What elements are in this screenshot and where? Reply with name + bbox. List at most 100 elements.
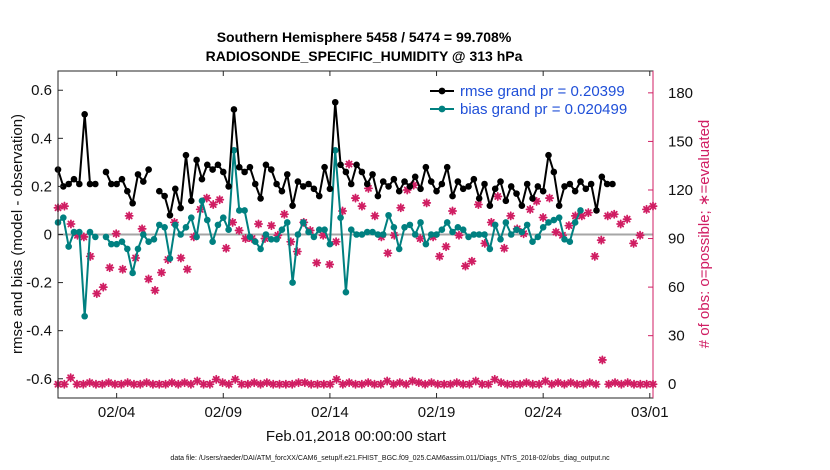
obs-possible-point (66, 373, 76, 383)
rmse-series-point (289, 202, 296, 209)
bias-series-point (475, 231, 483, 238)
obs-possible-point (414, 378, 424, 388)
obs-evaluated-point (79, 232, 89, 242)
rmse-series-point (470, 175, 478, 183)
obs-evaluated-point (92, 289, 102, 299)
rmse-series-point (385, 183, 392, 190)
rmse-series-point (140, 178, 147, 185)
obs-evaluated-point (105, 263, 115, 273)
bias-series-point (577, 207, 584, 214)
rmse-series-point (475, 195, 483, 202)
obs-evaluated-point (124, 211, 134, 221)
rmse-series-point (427, 178, 435, 185)
legend-bias-label: bias grand pr = 0.020499 (460, 101, 627, 118)
obs-possible-point (578, 379, 588, 389)
rmse-series-point (257, 195, 264, 202)
y-left-tick-label: -0.2 (26, 275, 52, 292)
obs-evaluated-point (176, 253, 186, 263)
bias-series-point (145, 238, 152, 246)
bias-series-point (513, 226, 520, 233)
bias-series-point (118, 238, 126, 246)
rmse-series-point (235, 163, 243, 171)
obs-possible-point (249, 378, 259, 388)
rmse-series-point (433, 187, 440, 195)
obs-possible-point (610, 378, 620, 388)
rmse-series-point (534, 183, 542, 190)
obs-possible-point (186, 379, 196, 389)
bias-series-point (241, 207, 248, 214)
data-file-footnote: data file: /Users/raeder/DAI/ATM_forcXX/… (170, 455, 610, 462)
rmse-series-point (507, 183, 515, 190)
rmse-series-point (299, 183, 307, 190)
rmse-series-point (593, 207, 600, 214)
bias-series-point (550, 216, 558, 224)
rmse-series-point (278, 187, 286, 195)
bias-series-point (177, 231, 184, 238)
obs-evaluated-point (473, 200, 483, 210)
rmse-series-point (262, 161, 270, 169)
rmse-series-point (577, 178, 584, 185)
y-left-tick-label: 0.4 (31, 130, 52, 147)
obs-evaluated-point (111, 229, 121, 239)
bias-series-point (529, 238, 536, 246)
obs-possible-point (483, 379, 493, 389)
y-right-tick-label: 120 (668, 182, 693, 199)
obs-possible-point (218, 378, 228, 388)
obs-evaluated-point (506, 211, 516, 221)
bias-series-point (102, 233, 110, 241)
bias-series-point (385, 211, 392, 219)
obs-evaluated-point (228, 217, 238, 227)
bias-series-point (124, 245, 131, 253)
obs-evaluated-point (253, 219, 263, 229)
bias-series-point (283, 219, 291, 226)
bias-series-point (411, 231, 419, 238)
rmse-series-point (582, 185, 590, 193)
rmse-series-point (283, 171, 291, 178)
obs-possible-point (211, 374, 221, 384)
obs-possible-point (338, 379, 348, 389)
x-tick-label: 02/24 (524, 404, 562, 421)
obs-possible-point (262, 378, 272, 388)
rmse-series-point (481, 180, 488, 188)
bias-series-point (449, 228, 456, 236)
bias-series-point (81, 312, 88, 320)
bias-series-point (465, 233, 472, 241)
bias-series-point (438, 226, 446, 233)
bias-series-point (491, 221, 499, 229)
obs-evaluated-point (448, 206, 458, 216)
bias-series-point (214, 221, 222, 229)
bias-series-point (417, 219, 424, 226)
obs-evaluated-point (208, 200, 218, 210)
obs-possible-point (395, 378, 405, 388)
obs-evaluated-point (564, 221, 574, 231)
bias-series-point (390, 223, 398, 231)
bias-series-point (315, 226, 323, 233)
bias-series-point (566, 238, 574, 246)
bias-series-point (86, 228, 94, 236)
rmse-series-point (225, 183, 232, 190)
bias-series-point (294, 231, 302, 238)
obs-possible-point (642, 379, 652, 389)
obs-possible-point (496, 378, 506, 388)
y-left-tick-label: -0.4 (26, 323, 52, 340)
obs-possible-point (515, 379, 525, 389)
obs-evaluated-point (331, 237, 341, 247)
obs-possible-point (559, 379, 569, 389)
rmse-series-point (337, 161, 344, 169)
rmse-series-point (561, 183, 568, 190)
bias-series-point (497, 236, 504, 243)
obs-possible-point (243, 379, 253, 389)
rmse-series-point (406, 183, 414, 190)
legend-bias-marker (438, 105, 446, 113)
obs-evaluated-point (635, 230, 645, 240)
rmse-series-point (86, 180, 94, 188)
obs-evaluated-point (577, 211, 587, 221)
rmse-series-point (102, 168, 110, 176)
obs-evaluated-point (266, 221, 276, 231)
obs-possible-point (426, 378, 436, 388)
obs-possible-point (401, 379, 411, 389)
x-tick-label: 02/19 (418, 404, 456, 421)
y-left-tick-label: 0 (44, 227, 52, 244)
rmse-series-point (310, 185, 318, 193)
